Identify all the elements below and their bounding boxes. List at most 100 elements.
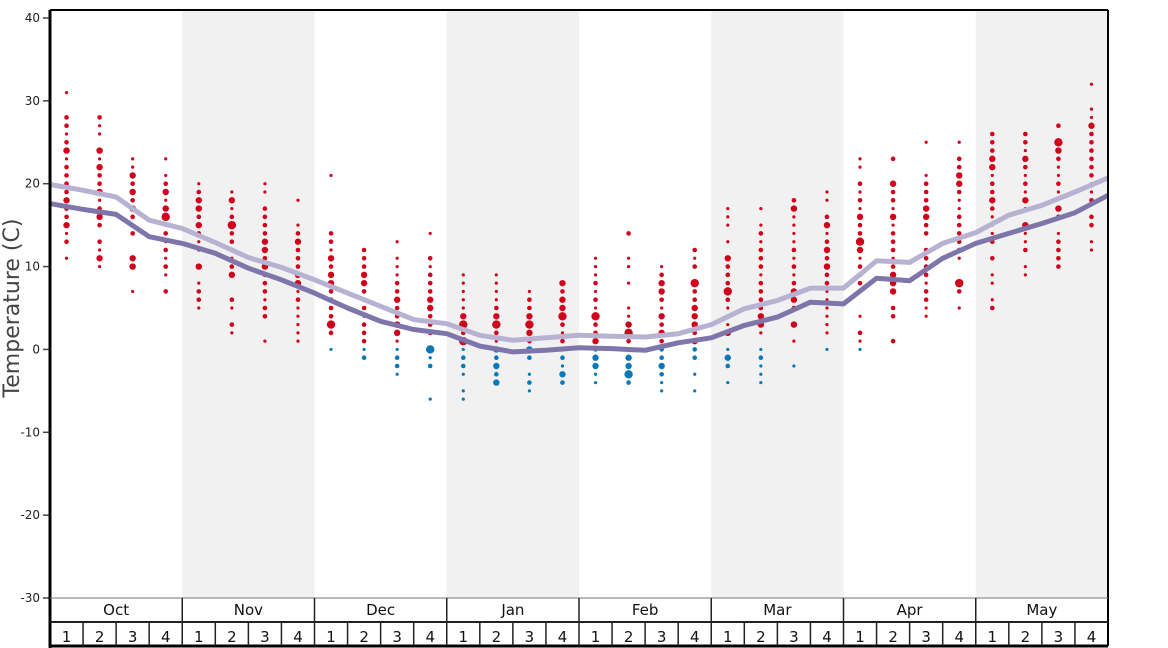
dot-positive [791,280,797,286]
dot-positive [725,280,731,286]
dot-positive [395,240,399,244]
dot-positive [890,305,896,311]
dot-positive [130,197,135,203]
dot-negative [329,347,333,352]
dot-negative [461,389,465,393]
month-label: Apr [897,601,924,619]
dot-negative [625,354,632,361]
dot-negative [692,355,698,361]
dot-positive [1056,264,1061,269]
dot-positive [1056,231,1061,236]
dot-positive [791,197,797,203]
dot-positive [131,157,135,161]
dot-positive [63,221,70,229]
dot-positive [1089,131,1094,137]
dot-positive [725,272,731,278]
dot-positive [923,297,929,303]
dot-positive [758,289,764,294]
dot-negative [724,354,731,361]
dot-positive [296,331,300,335]
dot-positive [725,264,731,269]
dot-positive [261,246,269,254]
dot-positive [759,240,763,244]
dot-positive [924,314,928,318]
month-label: Feb [632,601,659,619]
line-layer [49,175,1110,355]
week-label: 3 [1054,628,1064,646]
dot-positive [229,239,235,245]
dot-negative [660,389,664,393]
dot-positive [593,306,598,310]
dot-positive [64,123,69,129]
dot-positive [197,306,201,310]
dot-positive [1089,82,1094,86]
dot-positive [923,197,929,203]
dot-positive [360,271,368,279]
dot-positive [825,322,829,327]
dot-positive [659,272,664,278]
week-label: 3 [260,628,270,646]
dot-positive [825,190,829,194]
dot-positive [956,180,963,187]
week-label: 1 [988,628,998,646]
week-label: 3 [921,628,931,646]
dot-positive [559,296,566,303]
dot-positive [97,264,102,269]
dot-positive [956,222,962,228]
dot-positive [263,190,267,194]
dot-positive [64,90,69,95]
dot-positive [196,297,202,303]
dot-positive [790,296,798,303]
dot-negative [693,372,697,376]
dot-positive [792,231,796,236]
dot-positive [890,239,896,245]
dot-positive [1023,273,1027,277]
y-tick-label: 0 [32,342,40,356]
dot-positive [1088,122,1095,129]
week-label: 2 [624,628,634,646]
dot-positive [97,248,102,252]
dot-positive [97,181,102,187]
dot-positive [1056,239,1061,245]
dot-positive [494,298,498,302]
dot-positive [262,231,268,236]
shade-nov [182,10,315,598]
dot-positive [328,231,334,236]
dot-positive [758,247,764,253]
month-label: Jan [500,601,524,619]
dot-positive [262,280,268,286]
dot-positive [758,297,764,303]
dot-positive [890,247,896,253]
dot-positive [626,338,631,344]
dot-positive [989,197,996,204]
dot-positive [856,213,864,221]
dot-positive [195,197,202,204]
dot-positive [792,240,796,244]
dot-negative [825,347,829,352]
dot-positive [262,222,268,228]
dot-positive [229,322,235,327]
week-label: 4 [1087,628,1097,646]
dot-negative [494,355,499,361]
dot-negative [726,347,730,352]
dot-negative [759,372,763,376]
dot-positive [1023,148,1027,153]
dot-positive [295,255,301,261]
dot-negative [625,362,632,370]
dot-positive [1055,205,1062,212]
dot-positive [759,223,763,227]
dot-positive [1023,240,1027,244]
dot-positive [130,214,135,220]
dot-positive [395,273,399,277]
dot-positive [923,222,929,228]
dot-positive [427,313,433,319]
week-label: 4 [558,628,568,646]
dot-negative [759,380,763,385]
dot-positive [593,256,598,260]
dot-positive [393,329,401,337]
dot-negative [759,347,763,352]
dot-positive [593,297,598,303]
dot-positive [924,306,928,310]
dot-negative [660,380,664,385]
dot-positive [593,273,598,277]
